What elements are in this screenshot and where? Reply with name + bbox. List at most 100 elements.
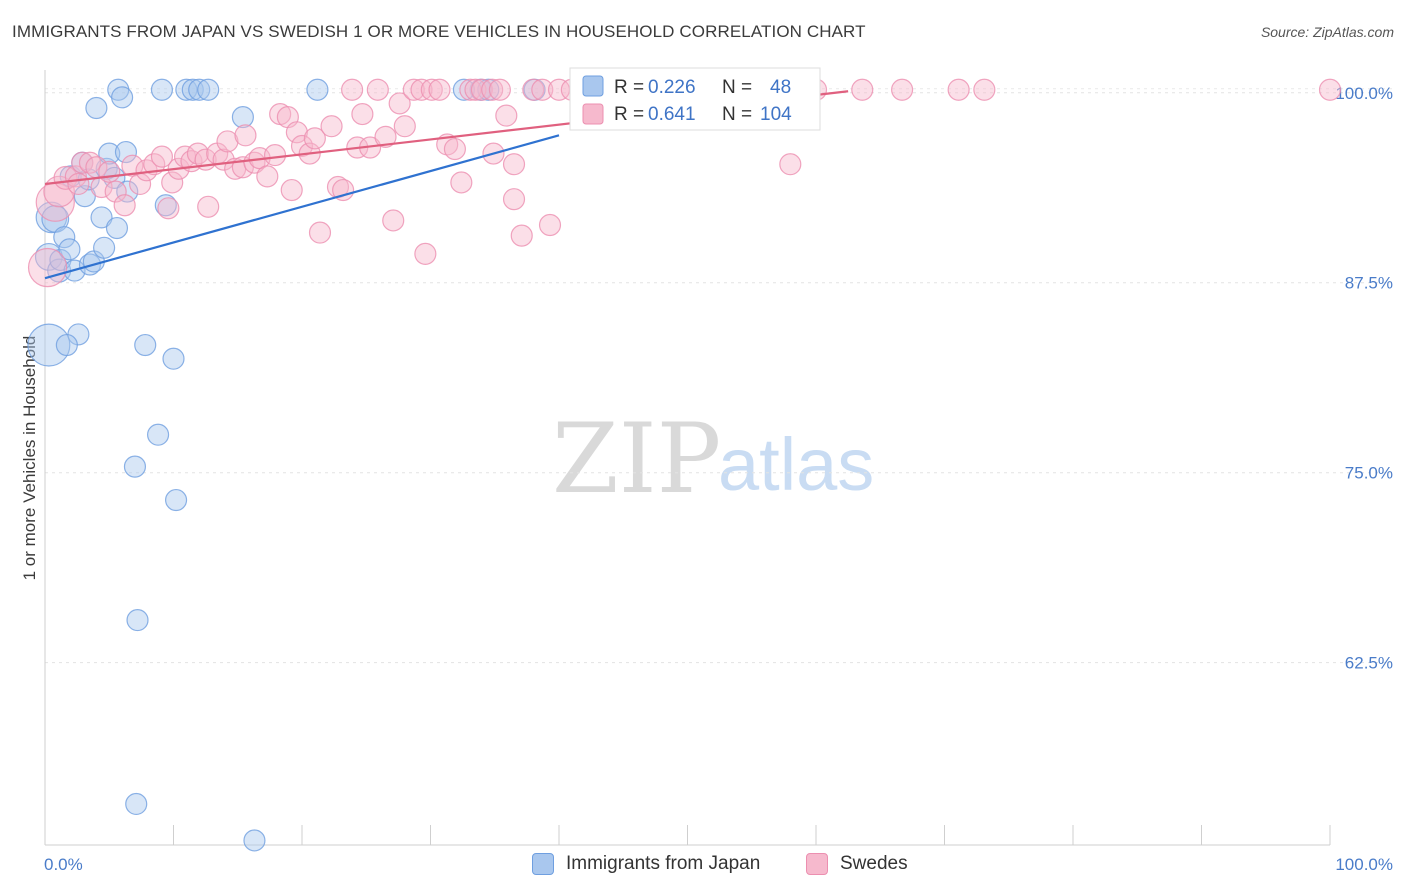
japan-point-27 — [116, 180, 139, 203]
swedes-point-38 — [280, 178, 303, 202]
swedes-point-18 — [157, 197, 180, 220]
japan-point-17 — [85, 96, 108, 120]
swedes-point-55 — [393, 115, 416, 138]
swedes-point-35 — [263, 144, 287, 167]
y-axis-label: 1 or more Vehicles in Household — [20, 336, 39, 581]
swedes-point-34 — [256, 165, 279, 188]
swedes-point-56 — [402, 78, 425, 101]
swedes-point-69 — [495, 104, 518, 127]
watermark-zip: ZIP — [552, 403, 721, 515]
swedes-point-97 — [891, 78, 914, 101]
legend-r-label-japan: R = — [614, 77, 644, 98]
legend-label-swedes: Swedes — [840, 853, 908, 874]
chart-source: Source: ZipAtlas.com — [1260, 24, 1394, 40]
swedes-point-75 — [547, 78, 571, 101]
japan-point-43 — [306, 78, 329, 101]
legend-item-japan: Immigrants from Japan — [532, 853, 760, 875]
japan-point-38 — [181, 78, 204, 101]
swedes-point-31 — [234, 124, 257, 147]
japan-point-19 — [93, 236, 116, 259]
swedes-point-23 — [186, 142, 209, 165]
japan-point-33 — [150, 78, 174, 101]
swedes-point-12 — [113, 194, 136, 217]
swedes-point-53 — [382, 209, 405, 232]
watermark-atlas: atlas — [718, 423, 874, 506]
chart-title: IMMIGRANTS FROM JAPAN VS SWEDISH 1 OR MO… — [12, 22, 866, 41]
swedes-point-70 — [502, 188, 526, 211]
swedes-point-47 — [341, 78, 364, 101]
swedes-point-17 — [150, 145, 174, 168]
japan-point-42 — [243, 829, 266, 852]
japan-point-6 — [53, 226, 76, 249]
x-tick-label-left: 0.0% — [44, 855, 83, 874]
swedes-point-7 — [78, 151, 102, 174]
legend-swatch-swedes — [582, 103, 604, 125]
swedes-point-28 — [216, 130, 239, 153]
swedes-point-98 — [947, 78, 970, 101]
legend-r-value-swedes: 0.641 — [648, 104, 696, 125]
swedes-point-68 — [488, 78, 511, 101]
japan-point-36 — [164, 488, 188, 512]
swedes-point-52 — [374, 125, 397, 148]
axes — [44, 70, 1331, 846]
legend-n-label-japan: N = — [722, 77, 752, 98]
japan-point-29 — [125, 792, 148, 816]
swedes-point-44 — [320, 115, 343, 138]
japan-point-25 — [111, 86, 134, 109]
swedes-point-58 — [414, 242, 437, 265]
japan-point-39 — [188, 78, 211, 101]
japan-point-41 — [231, 106, 254, 129]
swedes-point-60 — [428, 78, 451, 101]
japan-point-30 — [126, 609, 149, 632]
swedes-point-42 — [303, 127, 326, 150]
swedes-point-63 — [450, 171, 473, 194]
japan-point-18 — [90, 206, 113, 229]
swedes-point-5 — [67, 172, 90, 196]
japan-point-32 — [147, 423, 170, 446]
y-tick-label-2: 75.0% — [1345, 464, 1393, 483]
japan-point-7 — [58, 238, 81, 261]
swedes-point-62 — [443, 137, 466, 161]
swedes-point-54 — [388, 92, 411, 115]
swedes-point-25 — [197, 195, 220, 218]
swedes-point-65 — [464, 78, 487, 101]
swedes-point-96 — [851, 78, 874, 101]
legend-swatch-japan — [582, 75, 604, 97]
legend-swatch-japan-bottom — [532, 853, 554, 875]
swedes-point-67 — [481, 78, 504, 101]
japan-point-0 — [27, 323, 71, 367]
x-tick-label-right: 100.0% — [1335, 855, 1393, 874]
legend-n-value-swedes: 104 — [760, 104, 792, 125]
legend-r-value-japan: 0.226 — [648, 77, 696, 98]
y-tick-label-0: 100.0% — [1335, 84, 1393, 103]
japan-point-31 — [134, 333, 157, 357]
series-legend: Immigrants from Japan Swedes — [0, 850, 1406, 880]
legend-box — [569, 67, 821, 131]
swedes-point-64 — [459, 78, 482, 101]
swedes-point-59 — [420, 78, 443, 101]
swedes-point-49 — [351, 102, 374, 126]
legend-r-label-swedes: R = — [614, 104, 644, 125]
japan-point-40 — [197, 78, 220, 101]
swedes-point-100 — [1318, 78, 1342, 101]
japan-point-23 — [105, 216, 129, 240]
japan-point-34 — [154, 194, 177, 217]
legend-item-swedes: Swedes — [806, 853, 908, 875]
trend-line-japan — [44, 134, 560, 280]
series-immigrants-from-japan-points — [27, 78, 546, 852]
swedes-point-10 — [98, 160, 121, 183]
swedes-point-39 — [285, 121, 308, 144]
swedes-point-11 — [104, 180, 127, 203]
legend-label-japan: Immigrants from Japan — [566, 853, 761, 874]
swedes-point-101 — [779, 153, 802, 176]
y-tick-label-3: 62.5% — [1345, 654, 1393, 673]
swedes-point-102 — [502, 153, 526, 176]
swedes-point-72 — [522, 78, 545, 101]
correlation-legend: R = 0.226 N = 48 R = 0.641 N = 104 — [569, 67, 821, 131]
japan-point-35 — [162, 347, 185, 370]
swedes-point-6 — [71, 151, 94, 174]
swedes-point-0 — [27, 247, 68, 288]
japan-point-28 — [123, 455, 147, 478]
y-tick-labels: 100.0% 87.5% 75.0% 62.5% — [1335, 84, 1393, 673]
